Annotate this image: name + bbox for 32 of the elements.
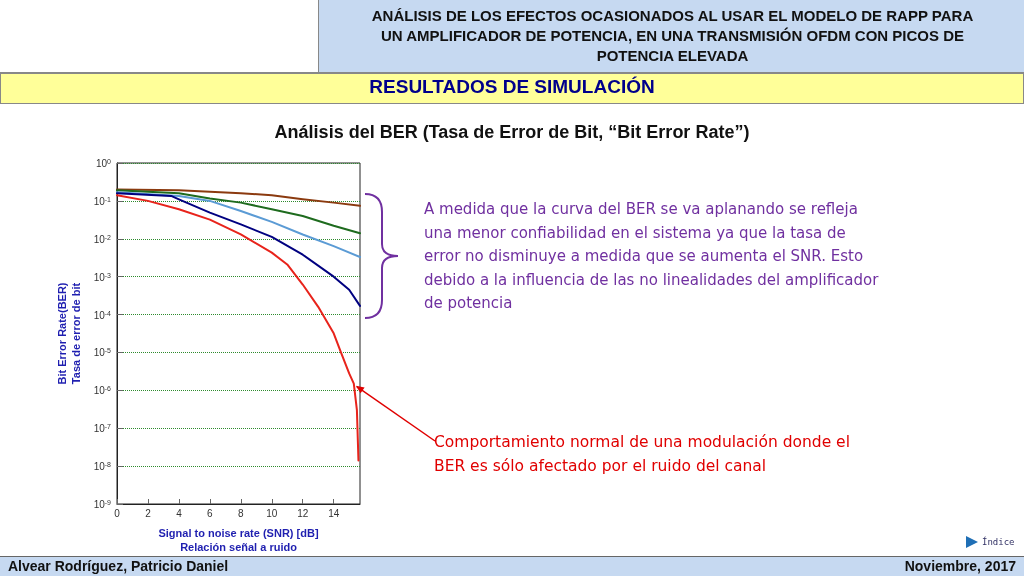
y-tick-label: 10$^{-6}$ (93, 384, 112, 397)
x-tick-label: 0 (114, 507, 121, 519)
text: ANÁLISIS DE LOS EFECTOS OCASIONADOS AL USAR EL MODELO DE RAPP PARA UN AMPLIFICADOR DE POTENCIA, EN UNA TRANSMISIÓN OFDM CON PICOS DE POTENCIA ELEVADA (370, 6, 975, 66)
y-tick-label: 10$^{-9}$ (93, 498, 112, 510)
text: Índice (982, 537, 1015, 547)
y-tick-label: 10$^{-1}$ (93, 195, 112, 207)
x-tick-label: 12 (297, 507, 309, 519)
line-series (116, 192, 361, 307)
x-axis-title: Signal to noise rate (SNR) [dB] Relación señal a ruido (158, 527, 319, 553)
y-tick-label: 10$^{-3}$ (93, 271, 112, 283)
x-tick-label: 8 (238, 507, 245, 519)
y-tick-label: 10$^{0}$ (95, 157, 112, 169)
text: A medida que la curva del BER se va aplanando se refleja una menor confiabilidad en el sistema ya que la tasa de error no disminuye a medida que se aumenta el SNR. Esto debido a la influencia de las no linealidades del amplificador de potencia (424, 199, 879, 314)
x-tick-label: 6 (207, 507, 214, 519)
x-tick-label: 2 (145, 507, 152, 519)
text: Alvear Rodríguez, Patricio Daniel (8, 558, 229, 574)
y-tick-label: 10$^{-5}$ (93, 346, 112, 359)
line-series (116, 189, 361, 235)
y-tick-label: 10$^{-7}$ (93, 422, 112, 435)
y-tick-label: 10$^{-8}$ (93, 460, 112, 473)
line-series (116, 188, 361, 207)
annotation: Comportamiento normal de una modulación donde el BER es sólo afectado por el ruido del canal (434, 432, 851, 477)
line-series (116, 191, 361, 259)
y-tick-label: 10$^{-4}$ (93, 309, 112, 321)
text: RESULTADOS DE SIMULACIÓN (368, 76, 656, 98)
x-tick-label: 4 (176, 507, 183, 519)
y-axis-title: Bit Error Rate(BER) Tasa de error de bit (56, 282, 82, 385)
x-tick-label: 10 (266, 507, 278, 519)
text: Análisis del BER (Tasa de Error de Bit, “Bit Error Rate”) (274, 122, 750, 142)
x-tick-label: 14 (328, 507, 340, 519)
y-tick-label: 10$^{-2}$ (93, 233, 112, 245)
text: Noviembre, 2017 (904, 558, 1016, 574)
